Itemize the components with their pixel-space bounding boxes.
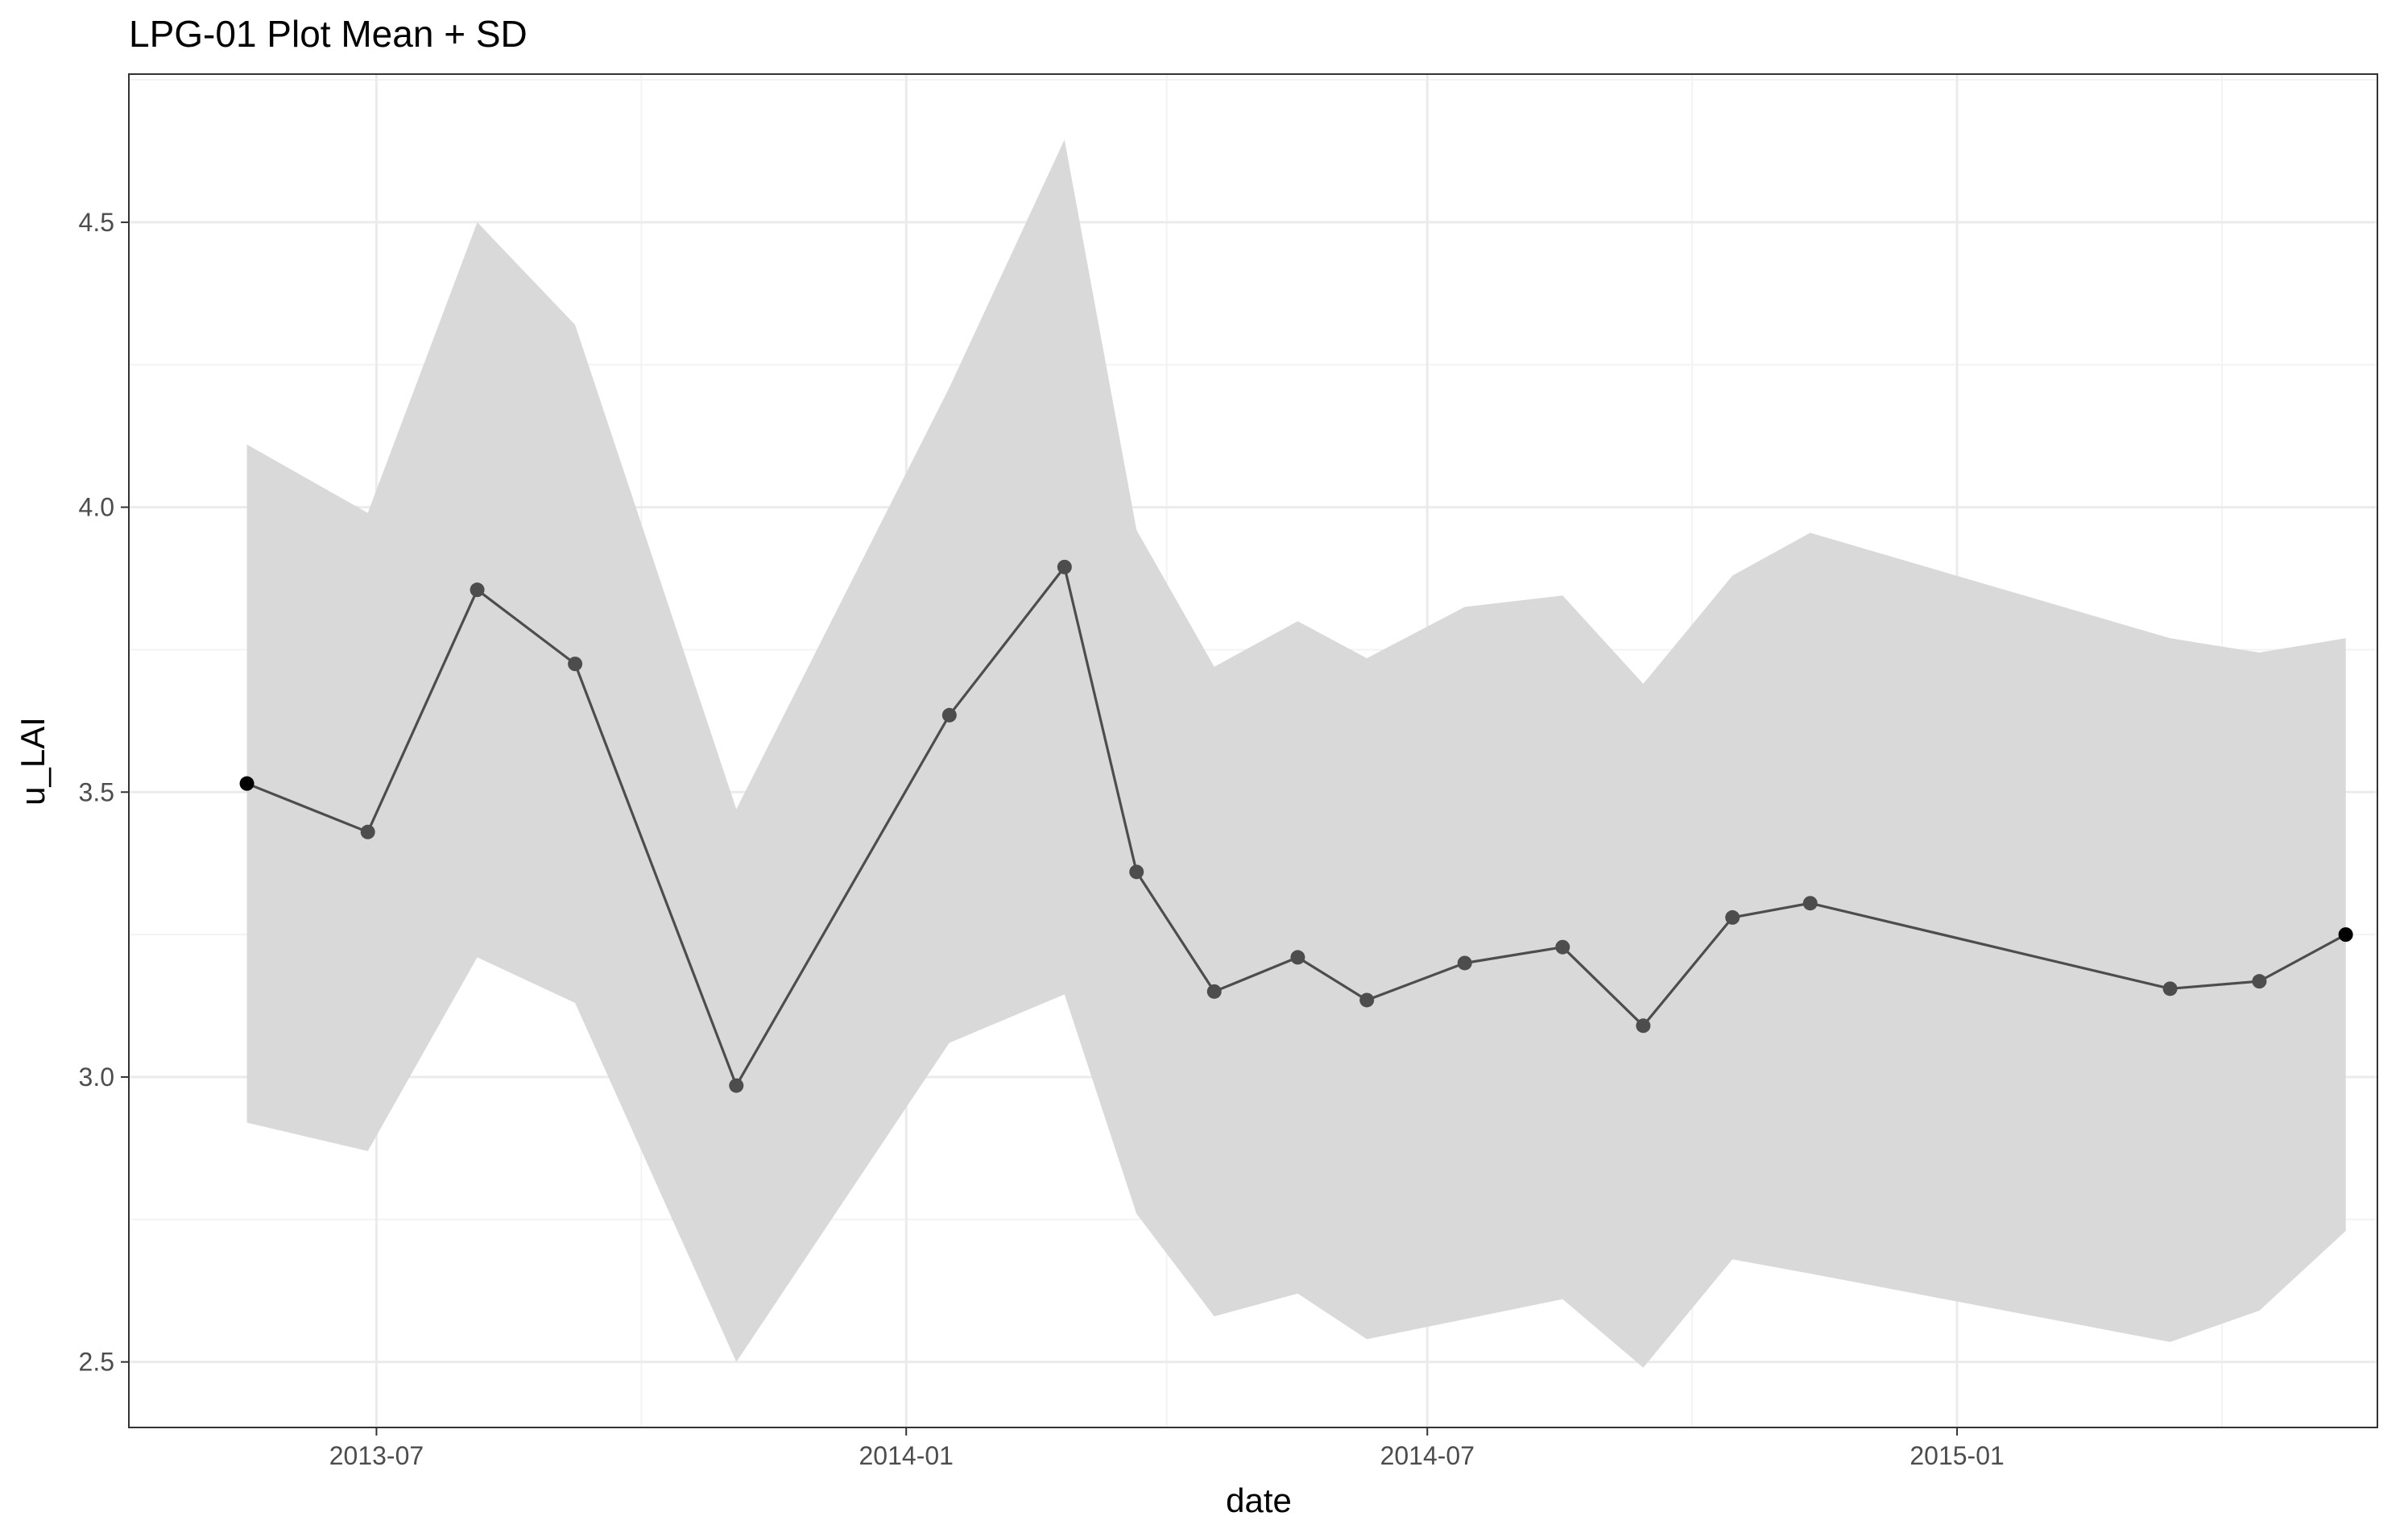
- mean-point: [1802, 896, 1818, 911]
- plot-panel: [128, 73, 2378, 1428]
- mean-point: [1725, 909, 1740, 925]
- y-tick-label: 3.0: [79, 1063, 114, 1092]
- mean-point: [2162, 981, 2178, 996]
- y-tick-label: 2.5: [79, 1348, 114, 1377]
- mean-point: [1555, 939, 1570, 955]
- mean-point: [1129, 864, 1144, 880]
- mean-point: [1057, 559, 1072, 574]
- x-tick-label: 2013-07: [329, 1441, 424, 1470]
- mean-points-layer: [239, 559, 2353, 1093]
- mean-point: [1457, 955, 1472, 971]
- mean-point: [470, 582, 485, 598]
- y-axis-title: u_LAI: [14, 717, 52, 806]
- x-tick-label: 2015-01: [1909, 1441, 2004, 1470]
- mean-point: [239, 776, 254, 791]
- mean-point: [1290, 950, 1305, 965]
- mean-point: [360, 824, 375, 839]
- y-axis: 2.5 3.0 3.5 4.0 4.5: [79, 208, 129, 1377]
- sd-ribbon-layer: [246, 139, 2346, 1368]
- x-axis: 2013-07 2014-01 2014-07 2015-01: [329, 1427, 2005, 1470]
- mean-point: [2252, 974, 2267, 989]
- mean-point: [1636, 1018, 1651, 1034]
- panel-border: [128, 73, 2378, 1428]
- mean-point: [1206, 984, 1222, 999]
- y-tick-label: 4.5: [79, 208, 114, 237]
- mean-point: [2338, 927, 2353, 943]
- y-tick-label: 3.5: [79, 777, 114, 806]
- mean-point: [568, 657, 583, 672]
- mean-point: [729, 1078, 744, 1093]
- x-tick-label: 2014-01: [859, 1441, 954, 1470]
- sd-ribbon: [246, 139, 2346, 1368]
- mean-point: [941, 707, 957, 723]
- x-axis-title: date: [1226, 1481, 1292, 1519]
- x-tick-label: 2014-07: [1380, 1441, 1475, 1470]
- mean-point: [1359, 992, 1375, 1008]
- y-tick-label: 4.0: [79, 493, 114, 522]
- chart-title: LPG-01 Plot Mean + SD: [129, 13, 528, 55]
